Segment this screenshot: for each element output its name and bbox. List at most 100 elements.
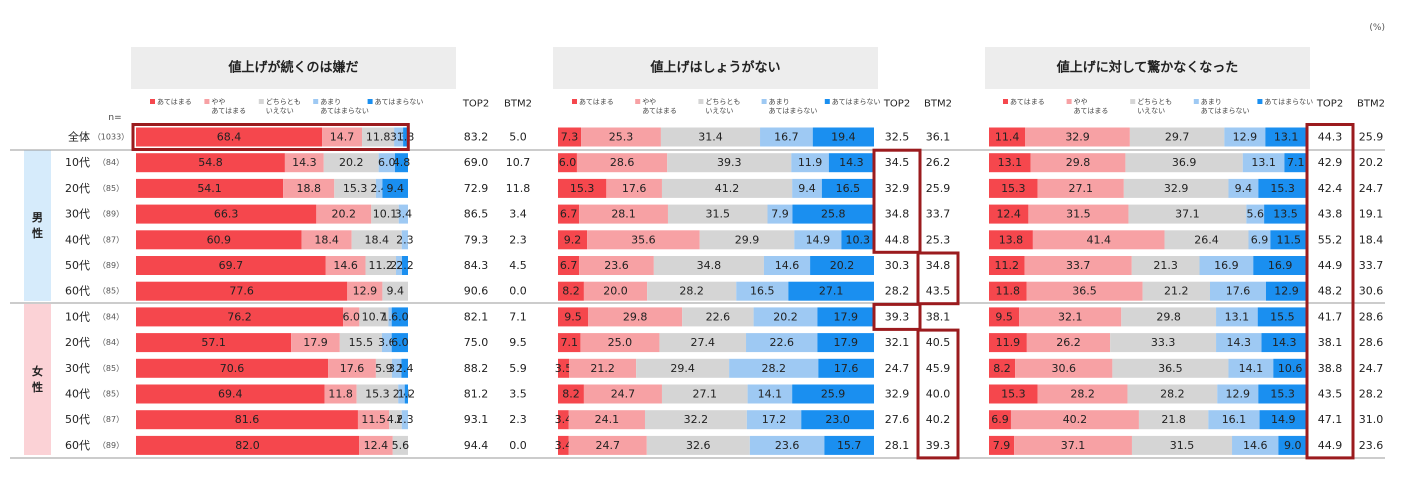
col-header-top2: TOP2 (462, 99, 489, 110)
bar-value-label: 13.1 (1274, 131, 1299, 144)
btm2-value: 28.2 (1359, 388, 1384, 401)
row-n: （89） (98, 210, 124, 219)
bar-segment (1265, 281, 1307, 301)
top2-value: 32.5 (885, 131, 910, 144)
bar-segment (1037, 384, 1128, 404)
bar-value-label: 14.6 (775, 259, 800, 272)
top2-value: 38.1 (1318, 336, 1343, 349)
n-label: n= (108, 113, 121, 123)
bar-segment (1026, 281, 1143, 301)
bar-segment (818, 358, 874, 378)
bar-segment (817, 307, 874, 327)
bar-segment (375, 178, 383, 198)
bar-segment (828, 153, 874, 173)
bar-segment (1121, 307, 1217, 327)
bar-value-label: 7.1 (1287, 156, 1305, 169)
bar-segment (398, 204, 408, 224)
bar-segment (328, 358, 376, 378)
bar-value-label: 54.1 (197, 182, 222, 195)
btm2-value: 18.4 (1359, 233, 1384, 246)
col-header-top2: TOP2 (883, 99, 910, 110)
bar-segment (1265, 127, 1307, 147)
bar-segment (343, 307, 360, 327)
bar-value-label: 17.6 (622, 182, 647, 195)
bar-value-label: 9.5 (564, 310, 582, 323)
bar-segment (989, 127, 1026, 147)
row-label: 30代 (65, 208, 90, 221)
bar-segment (760, 127, 813, 147)
bar-segment (301, 230, 352, 250)
bar-value-label: 54.8 (198, 156, 223, 169)
bar-value-label: 12.9 (1226, 388, 1251, 401)
btm2-value: 34.8 (926, 259, 951, 272)
bar-segment (989, 358, 1016, 378)
bar-segment (1142, 281, 1211, 301)
bar-value-label: 6.0 (391, 310, 409, 323)
bar-value-label: 37.1 (1061, 439, 1086, 452)
bar-segment (136, 358, 329, 378)
bar-segment (394, 127, 404, 147)
row-n: （84） (98, 338, 124, 347)
bar-value-label: 30.6 (1051, 362, 1076, 375)
bar-value-label: 14.3 (1272, 336, 1297, 349)
bar-value-label: 29.9 (735, 233, 760, 246)
bar-segment (382, 178, 408, 198)
bar-value-label: 25.9 (821, 388, 846, 401)
bar-value-label: 12.4 (364, 439, 389, 452)
bar-segment (753, 307, 818, 327)
bar-value-label: 11.9 (996, 336, 1021, 349)
row-n: （1033） (93, 133, 129, 142)
bar-segment (1014, 435, 1132, 455)
bar-value-label: 18.4 (314, 233, 339, 246)
btm2-value: 25.9 (1359, 131, 1384, 144)
bar-value-label: 20.0 (603, 285, 628, 298)
bar-value-label: 10.1 (373, 208, 398, 221)
bar-value-label: 17.9 (303, 336, 328, 349)
bar-value-label: 12.9 (353, 285, 378, 298)
btm2-value: 26.2 (926, 156, 951, 169)
bar-value-label: 9.0 (1284, 439, 1302, 452)
row-n: （87） (98, 235, 124, 244)
bar-value-label: 33.3 (1151, 336, 1176, 349)
bar-segment (136, 204, 317, 224)
bar-value-label: 16.9 (1268, 259, 1293, 272)
bar-segment (989, 307, 1020, 327)
bar-segment (558, 333, 581, 353)
row-label: 20代 (65, 336, 90, 349)
legend-swatch (258, 99, 264, 104)
bar-segment (989, 230, 1033, 250)
row-n: （84） (98, 158, 124, 167)
bar-value-label: 34.8 (697, 259, 722, 272)
btm2-value: 3.5 (509, 388, 527, 401)
bar-segment (284, 153, 324, 173)
bar-segment (581, 127, 661, 147)
bar-value-label: 3.4 (555, 413, 573, 426)
row-label: 40代 (65, 233, 90, 246)
legend-swatch (635, 99, 641, 104)
top2-value: 94.4 (464, 439, 489, 452)
bar-segment (729, 358, 819, 378)
bar-segment (339, 333, 382, 353)
bar-value-label: 15.3 (365, 388, 390, 401)
bar-value-label: 13.1 (1225, 310, 1250, 323)
bar-value-label: 4.6 (387, 413, 405, 426)
bar-value-label: 21.8 (1161, 413, 1186, 426)
bar-value-label: 20.2 (773, 310, 798, 323)
top2-value: 43.8 (1318, 208, 1343, 221)
bar-value-label: 12.9 (1274, 285, 1299, 298)
bar-segment (841, 230, 874, 250)
bar-segment (1210, 281, 1266, 301)
bar-value-label: 15.3 (1270, 182, 1295, 195)
top2-value: 44.9 (1318, 439, 1343, 452)
bar-segment (1253, 256, 1307, 275)
top2-value: 72.9 (464, 182, 489, 195)
legend-swatch (1193, 99, 1199, 104)
bar-value-label: 13.5 (1273, 208, 1298, 221)
bar-value-label: 13.1 (1251, 156, 1276, 169)
bar-segment (699, 230, 795, 250)
btm2-value: 5.0 (509, 131, 527, 144)
bar-segment (401, 410, 408, 430)
bar-value-label: 28.2 (761, 362, 786, 375)
panel-title: 値上げはしょうがない (649, 60, 780, 76)
